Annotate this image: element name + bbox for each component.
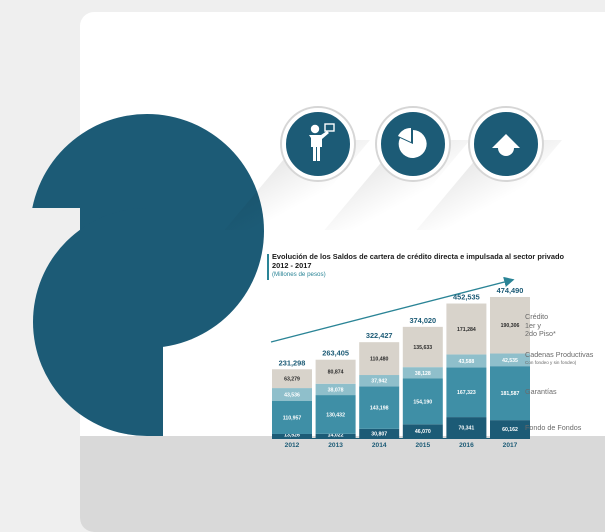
trend-arrow [270,276,515,343]
bar-segment-garantias [359,386,400,429]
category-label: 2013 [328,442,343,449]
category-label: 2014 [372,442,387,449]
data-label-fondo: 60,162 [502,427,518,433]
bar-segment-garantias [402,378,443,425]
data-label-fondo: 30,807 [371,431,387,437]
legend-credito-line1: Crédito [525,312,549,321]
category-label: 2016 [459,442,474,449]
card-footer-band [80,436,605,532]
chart-title-line1: Evolución de los Saldos de cartera de cr… [272,252,565,261]
person-presentation-icon [282,108,354,180]
bar-segment-fondo [359,428,400,438]
data-label-fondo: 70,341 [458,426,474,432]
bar-segment-garantias [315,395,356,434]
data-label-credito: 63,279 [284,377,300,383]
bar-segment-fondo [446,417,487,438]
data-label-credito: 110,480 [370,357,389,363]
data-label-cadenas: 38,078 [328,387,344,393]
legend-credito-line3: 2do Piso* [525,329,556,339]
data-label-cadenas: 38,128 [415,371,431,377]
category-label: 2017 [503,442,518,449]
legend-credito-line2: 1er y [525,320,541,330]
bar-segment-cadenas [359,375,400,387]
total-label: 322,427 [366,331,393,340]
bar-segment-credito [446,303,487,355]
data-label-garantias: 181,587 [501,391,520,397]
bar-segment-garantias [272,401,312,434]
data-label-garantias: 143,198 [370,406,389,412]
bar-segment-credito [402,326,443,368]
total-label: 263,405 [322,349,349,358]
legend-credito: Crédito 1er y 2do Piso* [525,312,556,339]
category-label: 2012 [285,442,300,449]
legend-garantias: Garantías [525,387,557,396]
chart-title: Evolución de los Saldos de cartera de cr… [272,252,565,270]
data-label-cadenas: 43,588 [458,359,474,365]
bar-segment-credito [315,359,356,384]
bar-segment-garantias [446,367,487,418]
data-label-garantias: 130,432 [326,412,345,418]
data-label-credito: 171,284 [457,327,476,333]
data-label-fondo: 46,070 [415,429,431,435]
bar-segment-fondo [402,424,443,438]
bar-segment-credito [359,342,400,376]
up-arrow-icon [470,108,542,180]
category-label: 2015 [415,442,430,449]
legend-cadenas-note: Con fondeo y sin fondeo) [525,359,577,365]
data-label-cadenas: 42,535 [502,358,518,364]
legend-fondo: Fondo de Fondos [525,423,582,432]
pie-chart-icon [377,108,449,180]
data-label-fondo: 14,022 [328,433,344,439]
data-label-garantias: 154,190 [413,399,432,405]
bar-segment-cadenas [402,367,443,379]
bar-segment-cadenas [490,353,530,367]
bar-segment-fondo [315,433,356,438]
data-label-credito: 190,306 [501,323,520,329]
data-label-garantias: 167,323 [457,390,476,396]
bar-segment-garantias [490,366,530,421]
total-label: 231,298 [279,358,306,367]
bar-segment-cadenas [272,388,312,402]
data-label-cadenas: 37,942 [371,379,387,385]
chart-subtitle: (Millones de pesos) [272,271,326,278]
bar-segment-credito [490,296,530,354]
bar-segment-fondo [490,420,530,438]
chart-title-line2: 2012 - 2017 [272,260,312,270]
legend-cadenas-label: Cadenas Productivas [525,350,594,359]
data-label-fondo: 13,526 [284,433,300,439]
data-label-garantias: 110,957 [283,415,302,421]
legend-cadenas: Cadenas Productivas Con fondeo y sin fon… [525,350,594,366]
title-accent-bar [267,254,269,280]
bar-segment-fondo [272,433,312,438]
bar-segment-credito [272,369,312,389]
total-label: 474,490 [497,286,524,295]
data-label-credito: 135,633 [413,345,432,351]
total-label: 374,020 [409,316,436,325]
total-label: 452,535 [453,293,480,302]
data-label-cadenas: 43,536 [284,393,300,399]
bar-segment-cadenas [315,383,356,396]
data-label-credito: 80,874 [328,370,344,376]
bar-segment-cadenas [446,354,487,368]
